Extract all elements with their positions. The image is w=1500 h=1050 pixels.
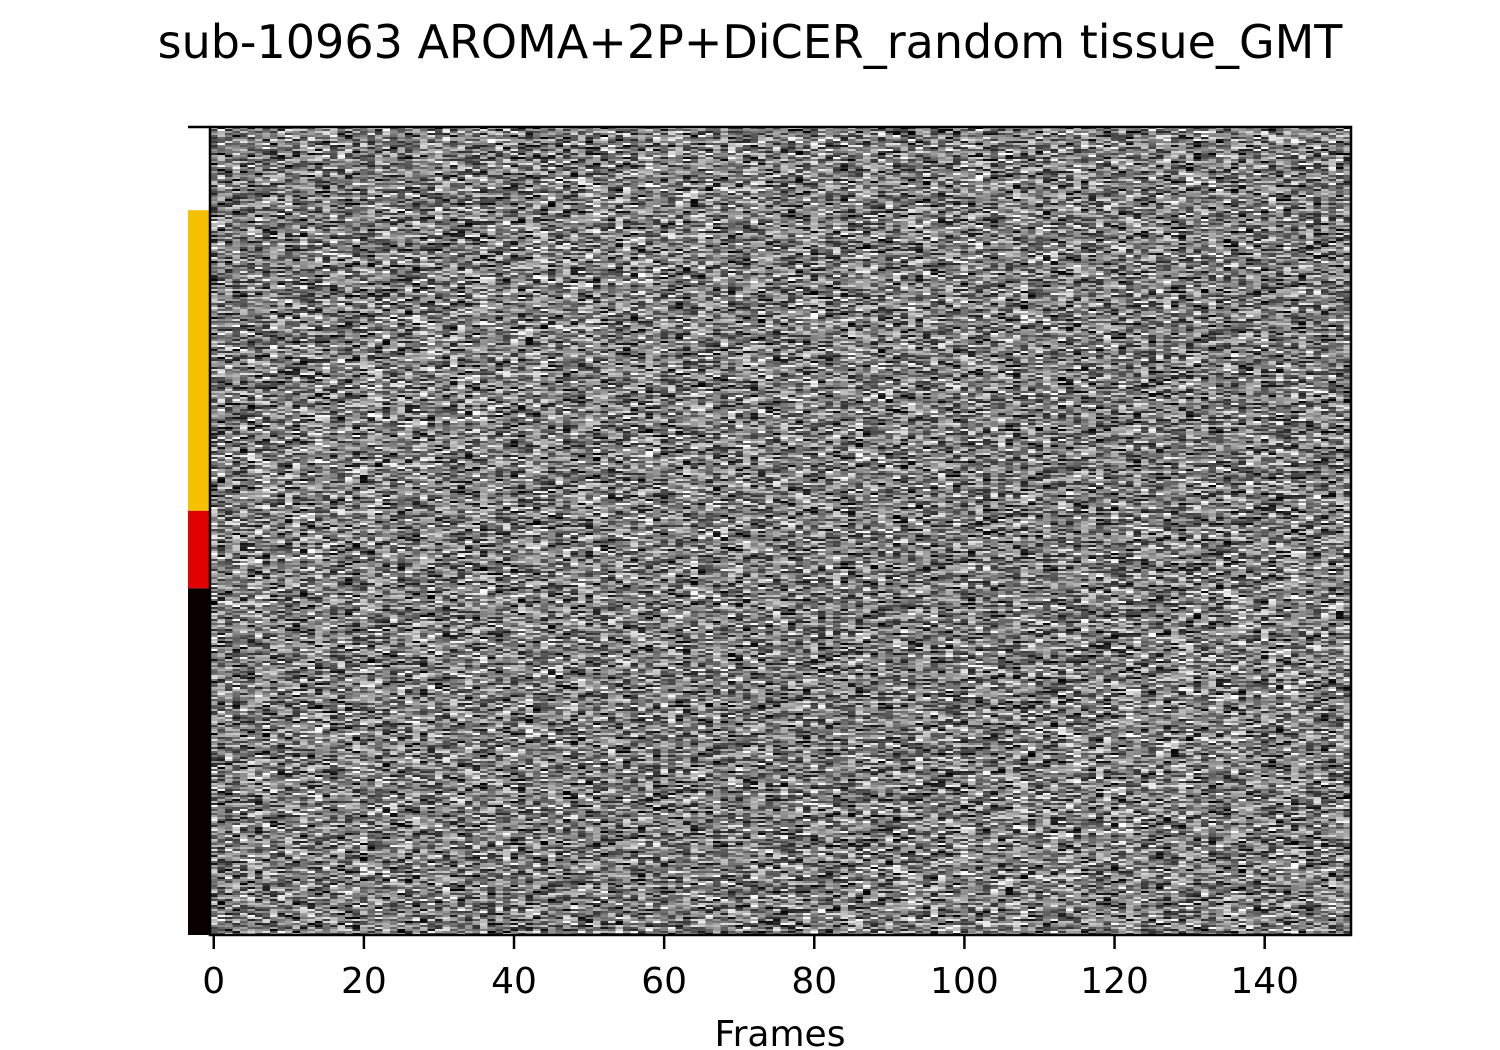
x-tick-label: 0 [202, 961, 225, 1002]
x-tick-label: 140 [1230, 961, 1299, 1002]
x-tick-label: 100 [930, 961, 999, 1002]
tissue-band-gray-matter [188, 210, 209, 511]
x-tick-label: 40 [491, 961, 537, 1002]
tissue-band-white-matter [188, 510, 209, 589]
x-tick-label: 80 [791, 961, 837, 1002]
x-tick-label: 20 [341, 961, 387, 1002]
tissue-band-csf [188, 588, 209, 935]
chart-title: sub-10963 AROMA+2P+DiCER_random tissue_G… [158, 15, 1344, 69]
plot-frame [208, 125, 1353, 937]
x-tick-label: 120 [1080, 961, 1149, 1002]
x-axis-ticks: 0 20 40 60 80 100 120 140 [202, 935, 1299, 1002]
x-axis-label: Frames [715, 1014, 846, 1050]
heatmap-area [210, 127, 1351, 935]
tissue-band-unlabeled [188, 127, 209, 211]
x-tick-label: 60 [641, 961, 687, 1002]
heatmap-image [210, 127, 1351, 935]
tissue-band-strip [188, 127, 209, 935]
